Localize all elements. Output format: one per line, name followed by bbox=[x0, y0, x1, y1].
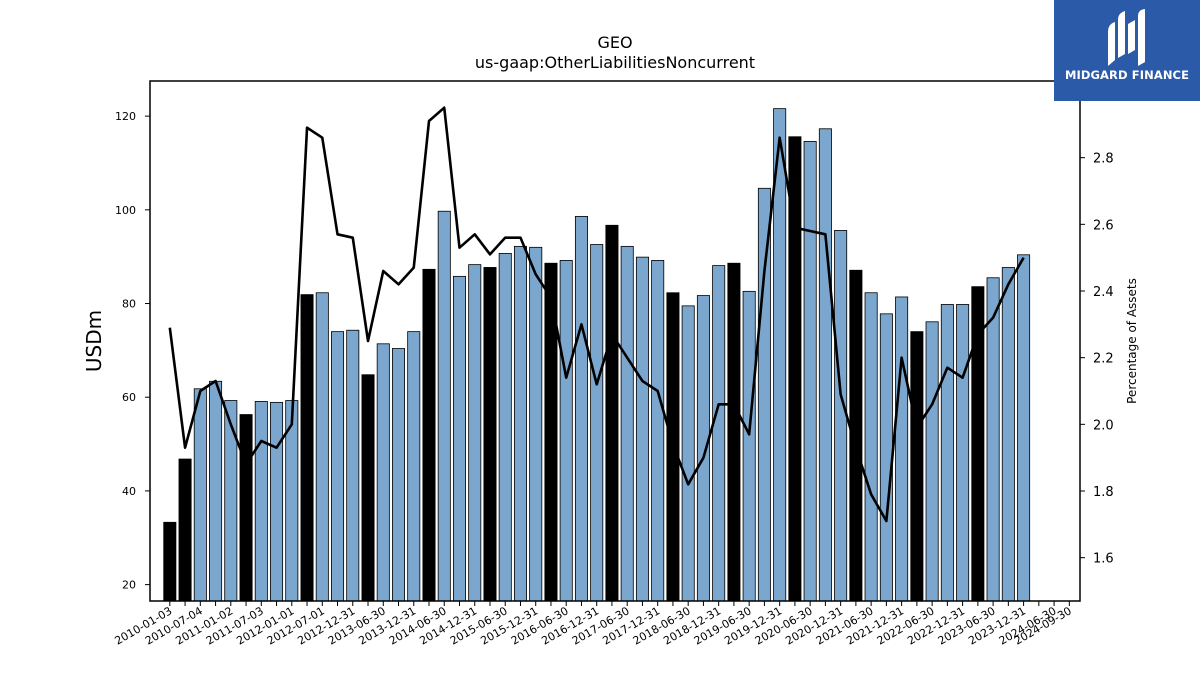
bar-2019-06-30 bbox=[742, 290, 756, 602]
bar-2010-10-03 bbox=[209, 380, 223, 602]
chart-title: GEO bbox=[597, 33, 632, 52]
y2-tick-label: 1.6 bbox=[1093, 552, 1114, 567]
y2-tick-label: 1.8 bbox=[1093, 485, 1114, 500]
bar-series bbox=[163, 108, 1031, 602]
bar-2010-01-03 bbox=[163, 521, 177, 602]
bar-2017-03-31 bbox=[605, 224, 619, 602]
bar-2018-06-30 bbox=[681, 305, 695, 602]
bar-2019-03-31 bbox=[727, 262, 741, 602]
bar-2010-07-04 bbox=[193, 388, 207, 602]
bar-2011-01-02 bbox=[224, 400, 238, 602]
y2-tick-label: 2.0 bbox=[1093, 418, 1114, 433]
bar-2021-06-30 bbox=[864, 292, 878, 602]
bar-2022-12-31 bbox=[956, 304, 970, 602]
midgard-logo-mark-icon bbox=[1108, 9, 1145, 66]
bar-2016-09-30 bbox=[574, 215, 588, 602]
y2-tick-label: 2.8 bbox=[1093, 152, 1114, 167]
bar-2010-04-04 bbox=[178, 458, 192, 602]
bar-2015-06-30 bbox=[498, 252, 512, 602]
bar-2021-09-30 bbox=[879, 313, 893, 602]
bar-2022-03-31 bbox=[910, 331, 924, 602]
bar-2020-12-31 bbox=[834, 230, 848, 602]
bar-2018-09-30 bbox=[696, 295, 710, 602]
bar-2013-03-31 bbox=[361, 374, 375, 602]
bar-2016-06-30 bbox=[559, 260, 573, 602]
bar-2018-12-31 bbox=[712, 265, 726, 602]
bar-2014-03-31 bbox=[422, 268, 436, 602]
y-tick-label: 100 bbox=[115, 204, 136, 217]
percentage-line bbox=[168, 106, 1025, 523]
bar-2015-09-30 bbox=[513, 245, 527, 602]
percentage-line-series bbox=[168, 106, 1025, 523]
bar-2014-12-31 bbox=[468, 264, 482, 602]
bar-2012-09-30 bbox=[331, 331, 345, 602]
bar-2011-10-02 bbox=[270, 401, 284, 602]
bar-2013-06-30 bbox=[376, 343, 390, 602]
y-axis-label: USDm bbox=[82, 310, 106, 372]
y-tick-label: 60 bbox=[122, 391, 136, 404]
bar-2020-06-30 bbox=[803, 141, 817, 602]
y2-tick-label: 2.6 bbox=[1093, 218, 1114, 233]
bar-2020-09-30 bbox=[818, 128, 832, 602]
y-tick-label: 20 bbox=[122, 579, 136, 592]
chart-subtitle: us-gaap:OtherLiabilitiesNoncurrent bbox=[475, 53, 755, 72]
bar-2013-12-31 bbox=[407, 331, 421, 602]
bar-2021-12-31 bbox=[895, 296, 909, 602]
y2-axis-label: Percentage of Assets bbox=[1125, 278, 1139, 404]
bar-2022-09-30 bbox=[940, 304, 954, 602]
brand-name: MIDGARD FINANCE bbox=[1064, 68, 1190, 82]
bar-2015-03-31 bbox=[483, 267, 497, 602]
y-tick-label: 40 bbox=[122, 485, 136, 498]
bar-2014-06-30 bbox=[437, 210, 451, 602]
y2-tick-label: 2.2 bbox=[1093, 352, 1114, 367]
bar-2014-09-30 bbox=[452, 275, 466, 602]
bar-2012-12-31 bbox=[346, 329, 360, 602]
bar-2012-04-01 bbox=[300, 294, 314, 602]
bar-2017-12-31 bbox=[651, 260, 665, 602]
y-tick-label: 80 bbox=[122, 298, 136, 311]
bar-2015-12-31 bbox=[529, 246, 543, 602]
y-tick-label: 120 bbox=[115, 110, 136, 123]
bar-2012-07-01 bbox=[315, 292, 329, 602]
bar-2022-06-30 bbox=[925, 321, 939, 602]
bar-2016-12-31 bbox=[590, 244, 604, 602]
brand-logo: MIDGARD FINANCE bbox=[1054, 0, 1200, 101]
bar-2023-06-30 bbox=[986, 277, 1000, 602]
plot-frame bbox=[149, 80, 1081, 602]
bar-2023-09-30 bbox=[1001, 267, 1015, 602]
bar-2017-09-30 bbox=[635, 256, 649, 602]
y2-tick-label: 2.4 bbox=[1093, 285, 1114, 300]
bar-2011-07-03 bbox=[254, 401, 268, 602]
bar-2017-06-30 bbox=[620, 245, 634, 602]
bar-2011-04-03 bbox=[239, 414, 253, 602]
bar-2023-12-31 bbox=[1017, 254, 1031, 602]
bar-2013-09-30 bbox=[392, 348, 406, 602]
bar-2019-09-30 bbox=[757, 187, 771, 602]
